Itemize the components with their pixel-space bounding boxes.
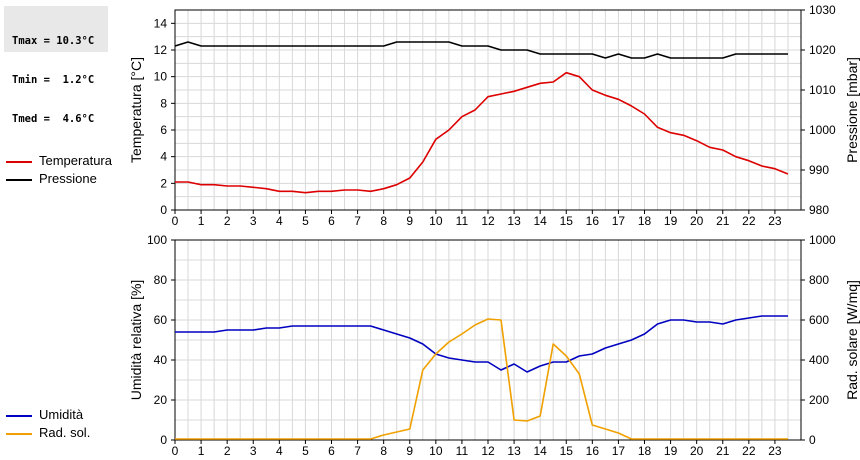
y-tick-label: 60 [154, 313, 168, 327]
stats-tmed: Tmed = 4.6°C [12, 113, 95, 125]
x-tick-label: 22 [742, 444, 756, 458]
x-tick-label: 2 [224, 444, 231, 458]
x-tick-label: 1 [198, 444, 205, 458]
x-tick-label: 13 [507, 214, 521, 228]
series-line-temperatura [175, 71, 789, 194]
x-tick-label: 3 [250, 444, 257, 458]
x-tick-label: 23 [768, 214, 782, 228]
y-tick-label: 12 [154, 43, 168, 57]
legend-label-radiation: Rad. sol. [39, 425, 91, 440]
x-tick-label: 17 [612, 214, 626, 228]
legend-label-pressure: Pressione [39, 171, 97, 186]
series-line-rad-sol [175, 318, 788, 440]
x-tick-label: 21 [716, 444, 730, 458]
chart-1: 0 1 2 3 4 5 6 7 8 9 10 11 12 13 14 15 16 17 18 19 20 21 22 2302… [128, 3, 860, 228]
x-tick-label: 16 [586, 444, 600, 458]
legend-swatch-radiation [6, 433, 32, 435]
legend-swatch-pressure [6, 179, 32, 181]
x-tick-label: 20 [690, 214, 704, 228]
x-tick-label: 0 [172, 214, 179, 228]
series-line-umidit [175, 315, 788, 373]
x-tick-label: 4 [276, 214, 283, 228]
y2-tick-label: 800 [809, 273, 829, 287]
legend-label-humidity: Umidità [39, 407, 84, 422]
x-tick-label: 14 [533, 214, 547, 228]
x-tick-label: 21 [716, 214, 730, 228]
y2-axis-label: Pressione [mbar] [844, 57, 860, 163]
y2-tick-label: 400 [809, 353, 829, 367]
y-axis-label: Temperatura [°C] [128, 57, 144, 163]
stats-tmin: Tmin = 1.2°C [12, 74, 95, 86]
x-tick-label: 13 [507, 444, 521, 458]
y-tick-label: 4 [160, 150, 167, 164]
x-tick-label: 10 [429, 444, 443, 458]
y2-tick-label: 600 [809, 313, 829, 327]
x-tick-label: 0 [172, 444, 179, 458]
x-tick-label: 8 [380, 214, 387, 228]
y2-tick-label: 200 [809, 393, 829, 407]
y-tick-label: 8 [160, 96, 167, 110]
x-tick-label: 11 [456, 214, 469, 228]
x-tick-label: 15 [560, 444, 574, 458]
y-axis-label: Umidità relativa [%] [128, 280, 144, 401]
x-tick-label: 19 [664, 214, 678, 228]
y-tick-label: 14 [154, 16, 168, 30]
x-tick-label: 19 [664, 444, 678, 458]
y-tick-label: 40 [154, 353, 168, 367]
chart-2: 0 1 2 3 4 5 6 7 8 9 10 11 12 13 14 15 16 17 18 19 20 21 22 2302… [128, 233, 860, 458]
legend-label-temperature: Temperatura [39, 153, 112, 168]
x-tick-label: 12 [481, 444, 495, 458]
x-tick-label: 14 [533, 444, 547, 458]
y-tick-label: 20 [154, 393, 168, 407]
y-tick-label: 0 [160, 433, 167, 447]
legend-swatch-humidity [6, 415, 32, 417]
x-tick-label: 10 [429, 214, 443, 228]
y-tick-label: 100 [147, 233, 167, 247]
y2-tick-label: 0 [809, 433, 816, 447]
x-tick-label: 15 [560, 214, 574, 228]
y2-axis-label: Rad. solare [W/mq] [844, 280, 860, 400]
y2-tick-label: 1000 [809, 233, 836, 247]
y2-tick-label: 1000 [809, 123, 836, 137]
x-tick-label: 11 [456, 444, 469, 458]
x-tick-label: 1 [198, 214, 205, 228]
y-tick-label: 6 [160, 123, 167, 137]
y-tick-label: 80 [154, 273, 168, 287]
x-tick-label: 6 [328, 444, 335, 458]
x-tick-label: 18 [638, 444, 652, 458]
x-tick-label: 6 [328, 214, 335, 228]
x-tick-label: 5 [302, 444, 309, 458]
x-tick-label: 17 [612, 444, 626, 458]
stats-box: Tmax = 10.3°C Tmin = 1.2°C Tmed = 4.6°C [4, 6, 108, 125]
x-tick-label: 9 [406, 214, 413, 228]
x-tick-label: 20 [690, 444, 704, 458]
x-tick-label: 5 [302, 214, 309, 228]
stats-tmax: Tmax = 10.3°C [12, 35, 95, 47]
y-tick-label: 0 [160, 203, 167, 217]
y-tick-label: 10 [154, 70, 168, 84]
y2-tick-label: 980 [809, 203, 829, 217]
x-tick-label: 7 [354, 214, 361, 228]
x-tick-label: 12 [481, 214, 495, 228]
x-tick-label: 16 [586, 214, 600, 228]
x-tick-label: 23 [768, 444, 782, 458]
y-tick-label: 2 [160, 176, 167, 190]
legend-swatch-temperature [6, 161, 32, 163]
x-tick-label: 22 [742, 214, 756, 228]
x-tick-label: 7 [354, 444, 361, 458]
x-tick-label: 9 [406, 444, 413, 458]
y2-tick-label: 990 [809, 163, 829, 177]
y2-tick-label: 1010 [809, 83, 836, 97]
x-tick-label: 4 [276, 444, 283, 458]
x-tick-label: 8 [380, 444, 387, 458]
y2-tick-label: 1030 [809, 3, 836, 17]
x-tick-label: 18 [638, 214, 652, 228]
x-tick-label: 3 [250, 214, 257, 228]
x-tick-label: 2 [224, 214, 231, 228]
y2-tick-label: 1020 [809, 43, 836, 57]
series-line-pressione [174, 41, 788, 59]
